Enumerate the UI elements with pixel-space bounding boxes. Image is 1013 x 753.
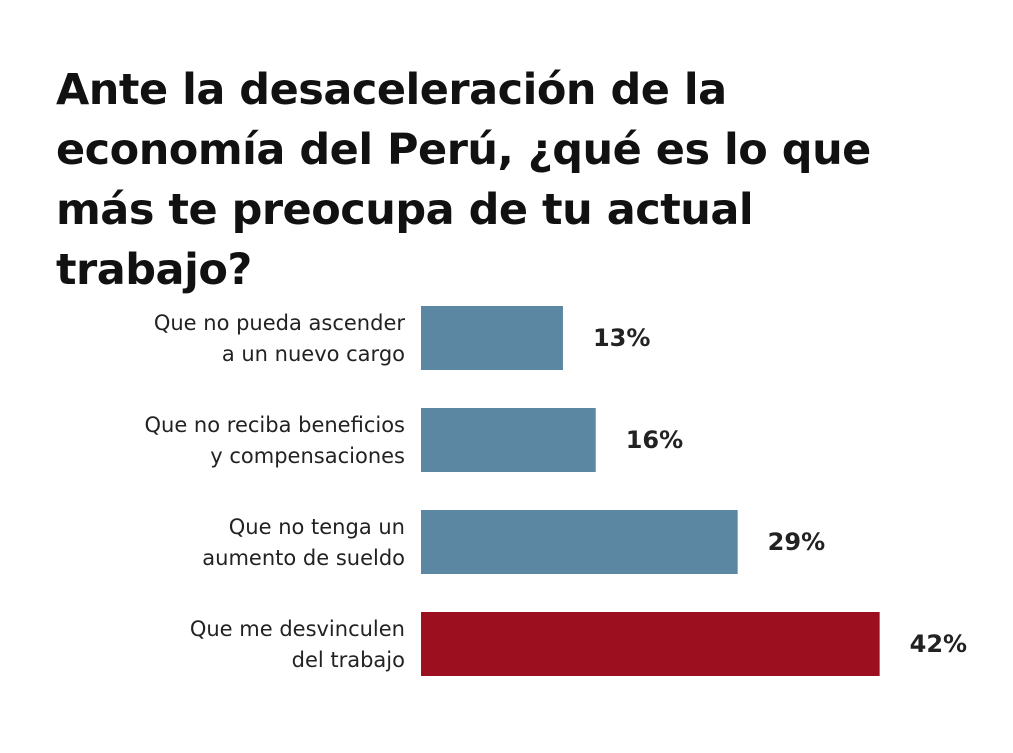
category-label: Que me desvinculen (190, 617, 405, 641)
bar (421, 612, 880, 676)
category-label: Que no pueda ascender (154, 311, 406, 335)
category-label: y compensaciones (210, 444, 405, 468)
category-label: aumento de sueldo (202, 546, 405, 570)
value-label: 13% (593, 324, 650, 352)
category-label: Que no reciba beneficios (145, 413, 406, 437)
chart-title: Ante la desaceleración de la economía de… (56, 65, 871, 295)
value-label: 29% (768, 528, 825, 556)
category-label: del trabajo (292, 648, 405, 672)
value-label: 42% (910, 630, 967, 658)
bar (421, 306, 563, 370)
category-label: Que no tenga un (229, 515, 405, 539)
category-label: a un nuevo cargo (222, 342, 405, 366)
value-label: 16% (626, 426, 683, 454)
bar (421, 510, 738, 574)
bar (421, 408, 596, 472)
